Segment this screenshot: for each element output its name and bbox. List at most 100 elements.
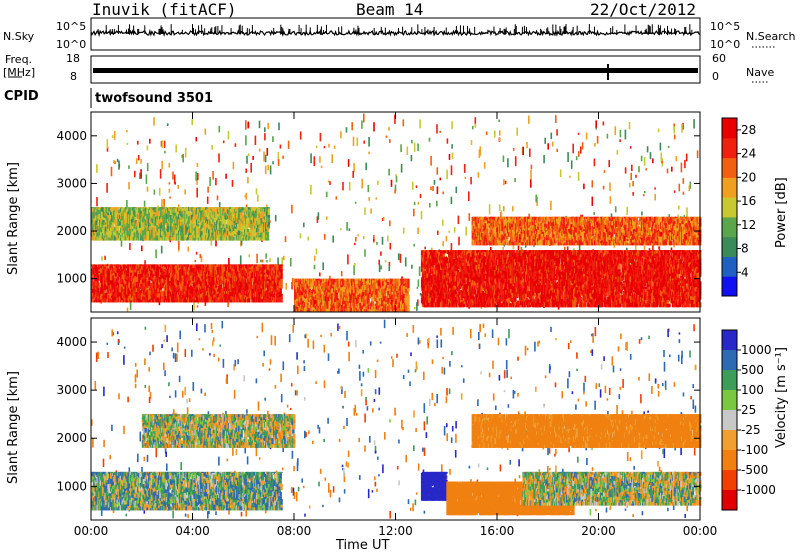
freq-panel-frame (90, 55, 701, 84)
echo-cell (157, 291, 160, 294)
echo-cell (455, 186, 458, 194)
echo-cell (362, 236, 365, 240)
echo-cell (354, 242, 356, 246)
echo-cell (269, 258, 271, 262)
echo-cell (453, 227, 456, 233)
echo-cell (381, 218, 384, 222)
echo-cell (122, 275, 126, 281)
echo-cell (433, 179, 436, 185)
echo-cell (131, 295, 135, 299)
echo-cell (205, 295, 208, 299)
echo-cell (232, 161, 235, 170)
echo-cell (145, 292, 148, 298)
echo-cell (363, 113, 365, 123)
echo-cell (514, 156, 517, 167)
echo-cell (148, 280, 151, 286)
noise-line (90, 28, 701, 38)
echo-cell (249, 290, 252, 294)
echo-cell (325, 191, 328, 198)
nsearch-tick-low: 10^0 (710, 38, 741, 51)
echo-cell (195, 171, 197, 181)
echo-cell (388, 261, 391, 267)
echo-cell (156, 272, 159, 276)
echo-cell (640, 155, 643, 162)
echo-cell (280, 276, 283, 279)
echo-cell (626, 247, 628, 251)
echo-cell (570, 160, 573, 169)
echo-cell (169, 196, 171, 199)
echo-cell (631, 164, 633, 172)
nsky-tick-low: 10^0 (56, 38, 87, 51)
echo-cell (218, 125, 221, 133)
echo-cell (551, 141, 554, 147)
echo-cell (111, 273, 115, 276)
echo-cell (176, 290, 179, 293)
echo-cell (249, 286, 252, 291)
echo-cell (200, 256, 203, 262)
echo-cell (228, 257, 230, 265)
echo-cell (430, 186, 432, 191)
echo-cell (160, 268, 164, 271)
echo-cell (161, 140, 164, 148)
echo-cell (226, 264, 229, 268)
echo-cell (416, 286, 419, 289)
echo-cell (116, 283, 119, 286)
echo-cell (178, 240, 180, 250)
echo-cell (143, 200, 146, 207)
echo-cell (384, 260, 387, 263)
echo-cell (322, 262, 324, 271)
echo-cell (410, 154, 413, 162)
echo-cell (110, 299, 113, 303)
echo-cell (217, 296, 221, 301)
echo-cell (116, 158, 119, 162)
echo-cell (319, 272, 321, 277)
echo-cell (197, 223, 200, 227)
echo-cell (652, 243, 654, 254)
cpid-value: twofsound 3501 (95, 91, 214, 106)
echo-cell (107, 277, 110, 283)
echo-cell (320, 165, 323, 169)
echo-cell (130, 272, 133, 277)
echo-cell (629, 146, 632, 149)
echo-cell (151, 299, 155, 303)
echo-cell (96, 197, 98, 207)
echo-cell (117, 226, 120, 229)
echo-cell (555, 115, 557, 124)
echo-cell (464, 176, 467, 180)
echo-cell (163, 205, 166, 209)
echo-cell (194, 270, 197, 273)
echo-cell (101, 287, 105, 294)
echo-cell (380, 251, 382, 256)
echo-cell (141, 277, 145, 280)
echo-cell (247, 297, 251, 303)
echo-cell (184, 147, 187, 158)
echo-cell (91, 281, 95, 286)
echo-cell (118, 269, 121, 273)
echo-cell (543, 155, 545, 164)
echo-cell (626, 206, 628, 216)
echo-cell (340, 228, 342, 231)
nave-label: Nave (746, 66, 775, 79)
echo-cell (177, 270, 180, 275)
echo-cell (201, 264, 204, 266)
echo-cell (439, 130, 441, 133)
echo-cell (355, 237, 357, 242)
echo-cell (111, 269, 115, 274)
echo-cell (109, 294, 112, 299)
echo-cell (578, 151, 580, 157)
echo-cell (591, 180, 594, 188)
echo-cell (517, 245, 520, 251)
echo-cell (266, 231, 270, 238)
echo-cell (267, 122, 269, 130)
echo-cell (345, 127, 348, 133)
echo-cell (100, 268, 103, 274)
echo-cell (277, 257, 279, 267)
echo-cell (146, 277, 149, 282)
echo-cell (114, 161, 116, 165)
echo-cell (163, 199, 165, 209)
echo-cell (201, 269, 204, 276)
echo-cell (624, 129, 627, 140)
echo-cell (228, 283, 232, 287)
echo-cell (594, 143, 596, 147)
echo-cell (277, 152, 280, 162)
